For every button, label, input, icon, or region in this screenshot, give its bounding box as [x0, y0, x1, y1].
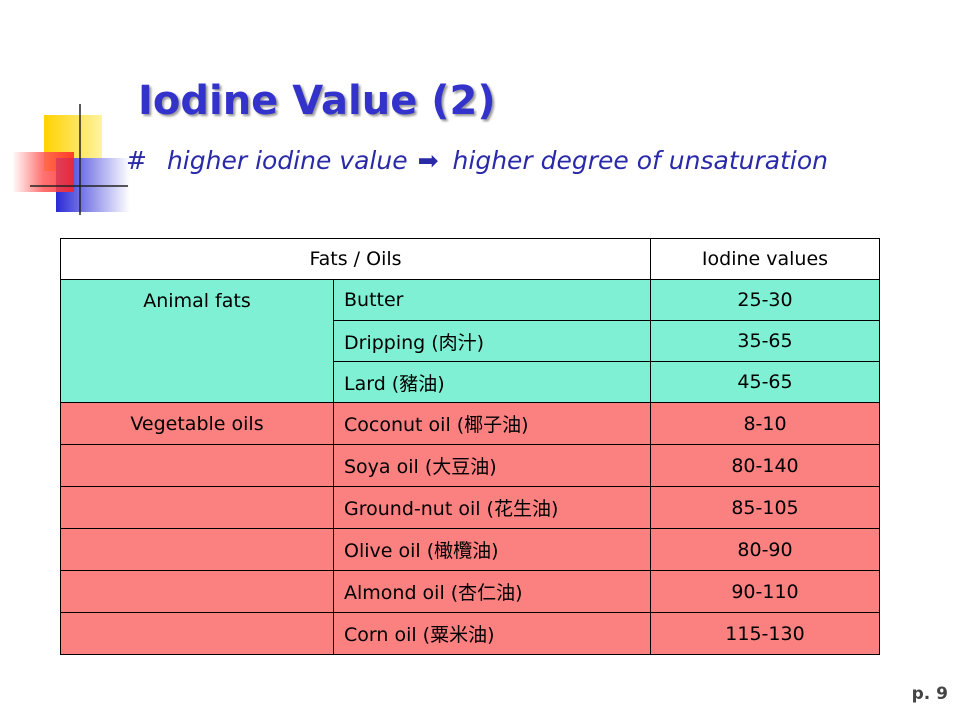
table-row: Dripping (肉汁) 35-65 — [61, 320, 880, 362]
table-row: Almond oil (杏仁油) 90-110 — [60, 570, 880, 613]
page-number: p. 9 — [911, 684, 948, 704]
subtitle-right-text: higher degree of unsaturation — [452, 146, 828, 175]
oil-name-cell: Ground-nut oil (花生油) — [333, 486, 651, 529]
iodine-value-cell: 35-65 — [650, 320, 880, 362]
category-vegetable-oils: Vegetable oils — [60, 402, 334, 445]
iodine-value-cell: 85-105 — [650, 486, 880, 529]
empty-category-cell — [60, 612, 334, 655]
table-header-row: Fats / Oils Iodine values — [60, 238, 880, 280]
oil-name-cell: Almond oil (杏仁油) — [333, 570, 651, 613]
table-row: Soya oil (大豆油) 80-140 — [60, 444, 880, 487]
table-row: Olive oil (橄欖油) 80-90 — [60, 528, 880, 571]
oil-name-cell: Corn oil (粟米油) — [333, 612, 651, 655]
header-iodine-values: Iodine values — [650, 238, 880, 280]
subtitle-left-text: higher iodine value — [166, 146, 408, 175]
category-animal-fats: Animal fats — [60, 279, 334, 403]
oil-name-cell: Soya oil (大豆油) — [333, 444, 651, 487]
table-row: Lard (豬油) 45-65 — [61, 361, 880, 403]
empty-category-cell — [60, 570, 334, 613]
iodine-value-cell: 90-110 — [650, 570, 880, 613]
bullet-hash: # — [126, 146, 147, 175]
table-row: Vegetable oils Coconut oil (椰子油) 8-10 — [60, 402, 880, 445]
empty-category-cell — [60, 528, 334, 571]
table-row: Ground-nut oil (花生油) 85-105 — [60, 486, 880, 529]
right-arrow-icon: ➡ — [417, 146, 439, 175]
iodine-value-cell: 8-10 — [650, 402, 880, 445]
oil-name-cell: Lard (豬油) — [333, 361, 651, 403]
table-row: Animal fats Butter 25-30 — [60, 279, 880, 403]
iodine-value-cell: 25-30 — [650, 279, 880, 321]
iodine-value-table: Fats / Oils Iodine values Animal fats Bu… — [60, 238, 880, 655]
iodine-value-cell: 80-140 — [650, 444, 880, 487]
oil-name-cell: Dripping (肉汁) — [333, 320, 651, 362]
decorative-corner-graphic — [12, 104, 130, 215]
oil-name-cell: Coconut oil (椰子油) — [333, 402, 651, 445]
slide-title: Iodine Value (2) — [138, 78, 496, 124]
oil-name-cell: Butter — [333, 279, 651, 321]
iodine-value-cell: 80-90 — [650, 528, 880, 571]
empty-category-cell — [60, 486, 334, 529]
table-row: Corn oil (粟米油) 115-130 — [60, 612, 880, 655]
header-fats-oils: Fats / Oils — [60, 238, 651, 280]
iodine-value-cell: 115-130 — [650, 612, 880, 655]
empty-category-cell — [60, 444, 334, 487]
subtitle-statement: # higher iodine value ➡ higher degree of un… — [126, 146, 828, 175]
oil-name-cell: Olive oil (橄欖油) — [333, 528, 651, 571]
iodine-value-cell: 45-65 — [650, 361, 880, 403]
